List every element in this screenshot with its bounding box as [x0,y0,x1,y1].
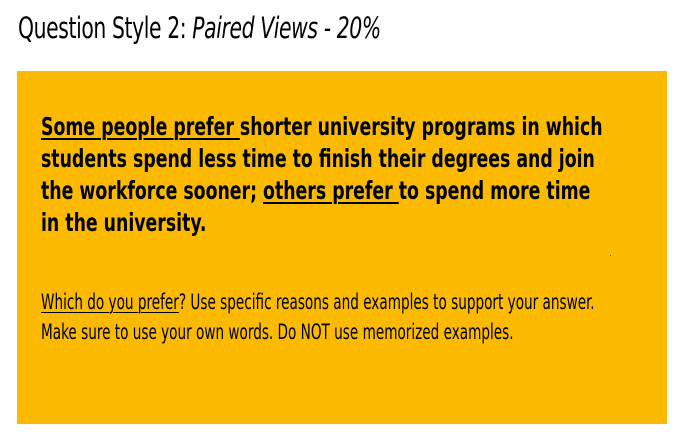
title-main: Question Style 2: [18,11,193,45]
instructions-question: Which do you prefer [41,290,179,314]
dot-speck [610,255,611,256]
prompt-instructions: Which do you prefer? Use specific reason… [41,287,610,347]
prompt-statement: Some people prefer shorter university pr… [41,111,611,239]
prompt-view-one-text: shorter university programs in which stu… [41,112,603,205]
prompt-view-two-text: to spend more time in the university. [41,176,591,237]
prompt-box: Some people prefer shorter university pr… [17,71,667,424]
instructions-text: ? Use specific reasons and examples to s… [41,290,595,344]
prompt-view-two-label: others prefer [263,176,399,205]
title-subtitle: Paired Views - 20% [192,11,381,45]
slide-title: Question Style 2: Paired Views - 20% [18,10,381,46]
prompt-view-one-label: Some people prefer [41,112,240,141]
